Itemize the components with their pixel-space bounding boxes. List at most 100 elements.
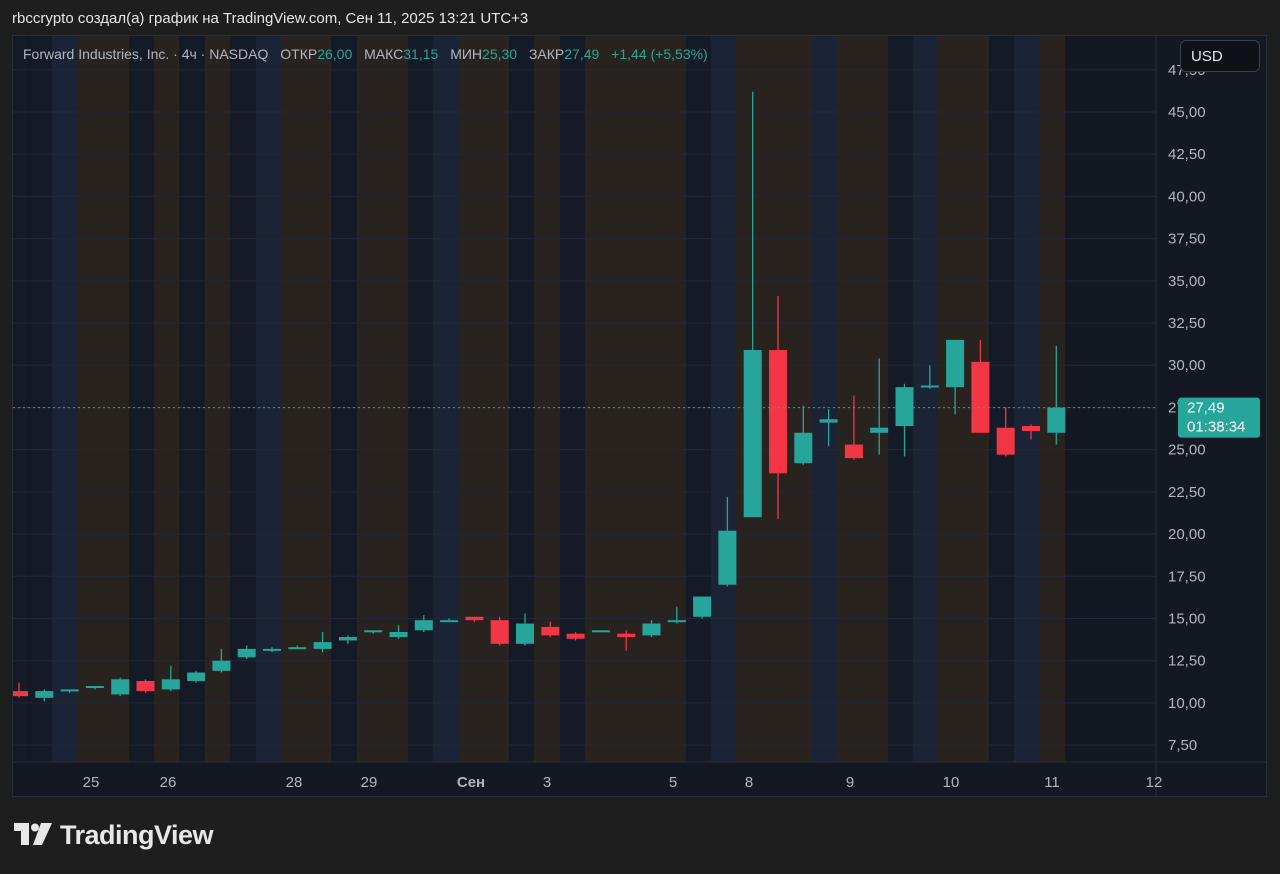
- candle-body[interactable]: [60, 689, 79, 692]
- session-band: [52, 36, 78, 762]
- x-tick-label: 26: [160, 774, 177, 791]
- candle-body[interactable]: [819, 419, 838, 423]
- candle-body[interactable]: [440, 620, 459, 623]
- candle-body[interactable]: [237, 648, 256, 658]
- candle-body[interactable]: [13, 691, 28, 697]
- session-band: [230, 36, 256, 762]
- legend-close-value: 27,49: [564, 46, 600, 62]
- candle-body[interactable]: [1022, 426, 1040, 432]
- candle-body[interactable]: [35, 691, 54, 698]
- candle-body[interactable]: [617, 633, 636, 638]
- session-band: [459, 36, 509, 762]
- session-band: [812, 36, 837, 762]
- y-tick-label: 40,00: [1168, 188, 1206, 205]
- candle-body[interactable]: [667, 620, 686, 623]
- candle-body[interactable]: [516, 623, 534, 644]
- candlestick-chart[interactable]: 47,5045,0042,5040,0037,5035,0032,5030,00…: [13, 36, 1267, 797]
- candle-body[interactable]: [313, 642, 332, 649]
- candle-body[interactable]: [920, 385, 939, 388]
- x-tick-label: Сен: [457, 774, 485, 791]
- session-band: [31, 36, 52, 762]
- session-band: [509, 36, 534, 762]
- session-band: [78, 36, 129, 762]
- candle-body[interactable]: [996, 427, 1015, 455]
- brand-name: TradingView: [60, 819, 214, 850]
- candle-body[interactable]: [288, 647, 307, 650]
- legend-high-label: МАКС: [364, 46, 404, 62]
- legend-open-label: ОТКР: [280, 46, 318, 62]
- candle-body[interactable]: [541, 626, 560, 636]
- session-band: [534, 36, 560, 762]
- candle-body[interactable]: [187, 672, 206, 681]
- x-tick-label: 12: [1146, 774, 1163, 791]
- candle-body[interactable]: [490, 620, 509, 644]
- candle-body[interactable]: [718, 530, 737, 585]
- session-band: [1014, 36, 1039, 762]
- legend-open-value: 26,00: [317, 46, 353, 62]
- session-band: [913, 36, 938, 762]
- x-tick-label: 10: [943, 774, 960, 791]
- candle-body[interactable]: [212, 660, 231, 671]
- session-band: [256, 36, 281, 762]
- candle-body[interactable]: [85, 686, 104, 689]
- candle-body[interactable]: [136, 680, 155, 692]
- y-tick-label: 20,00: [1168, 526, 1206, 543]
- x-tick-label: 9: [846, 774, 854, 791]
- y-tick-label: 12,50: [1168, 653, 1206, 670]
- x-tick-label: 25: [83, 774, 100, 791]
- candle-body[interactable]: [414, 620, 433, 631]
- currency-button[interactable]: USD: [1180, 40, 1260, 72]
- candle-body[interactable]: [895, 387, 914, 427]
- session-band: [1039, 36, 1065, 762]
- x-tick-label: 11: [1044, 774, 1060, 791]
- session-band: [154, 36, 179, 762]
- last-price-badge: [1178, 397, 1260, 438]
- last-price-label: 27,49: [1187, 400, 1225, 417]
- session-band: [433, 36, 459, 762]
- y-tick-label: 32,50: [1168, 315, 1206, 332]
- candle-body[interactable]: [263, 648, 281, 651]
- candle-body[interactable]: [111, 679, 130, 695]
- y-tick-label: 30,00: [1168, 357, 1206, 374]
- candle-body[interactable]: [566, 633, 585, 639]
- session-band: [179, 36, 205, 762]
- candle-body[interactable]: [870, 427, 889, 433]
- session-band: [357, 36, 408, 762]
- legend-symbol: Forward Industries, Inc. · 4ч · NASDAQ: [23, 46, 269, 62]
- x-tick-label: 28: [286, 774, 303, 791]
- session-band: [408, 36, 433, 762]
- tradingview-logo-icon: [14, 823, 52, 845]
- candle-body[interactable]: [1047, 407, 1066, 433]
- candle-body[interactable]: [591, 630, 610, 633]
- chart-caption: rbccrypto создал(а) график на TradingVie…: [12, 10, 529, 27]
- legend-change: +1,44 (+5,53%): [611, 46, 708, 62]
- session-band: [585, 36, 686, 762]
- tradingview-brand[interactable]: TradingView: [14, 818, 214, 852]
- session-band: [711, 36, 736, 762]
- session-band: [560, 36, 585, 762]
- y-tick-label: 45,00: [1168, 104, 1206, 121]
- y-tick-label: 17,50: [1168, 568, 1206, 585]
- legend-low-value: 25,30: [482, 46, 518, 62]
- candle-body[interactable]: [844, 444, 863, 459]
- candle-body[interactable]: [389, 631, 408, 638]
- y-tick-label: 22,50: [1168, 484, 1206, 501]
- candle-body[interactable]: [161, 679, 180, 690]
- candle-body[interactable]: [946, 339, 965, 388]
- candle-body[interactable]: [794, 432, 813, 464]
- candle-body[interactable]: [971, 361, 990, 433]
- candle-body[interactable]: [769, 350, 787, 474]
- candle-body[interactable]: [693, 596, 712, 617]
- chart-panel[interactable]: 47,5045,0042,5040,0037,5035,0032,5030,00…: [12, 35, 1267, 797]
- session-band: [686, 36, 711, 762]
- session-band: [205, 36, 230, 762]
- candle-body[interactable]: [642, 623, 661, 636]
- candle-body[interactable]: [364, 630, 383, 633]
- y-tick-label: 10,00: [1168, 695, 1206, 712]
- candle-body[interactable]: [465, 616, 484, 621]
- candle-body[interactable]: [338, 637, 357, 641]
- session-band: [129, 36, 154, 762]
- candle-body[interactable]: [743, 350, 762, 518]
- session-band: [989, 36, 1014, 762]
- y-tick-label: 35,00: [1168, 273, 1206, 290]
